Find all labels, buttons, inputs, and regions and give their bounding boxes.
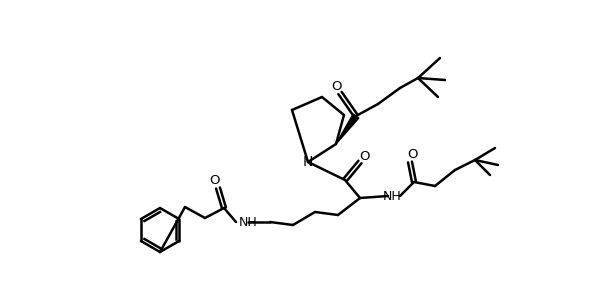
Text: NH: NH xyxy=(383,189,402,203)
Text: O: O xyxy=(210,175,220,188)
Text: N: N xyxy=(303,155,313,169)
Text: O: O xyxy=(360,149,370,162)
Text: NH: NH xyxy=(239,216,257,229)
Text: O: O xyxy=(407,147,418,160)
Polygon shape xyxy=(336,114,359,144)
Text: O: O xyxy=(331,81,341,94)
